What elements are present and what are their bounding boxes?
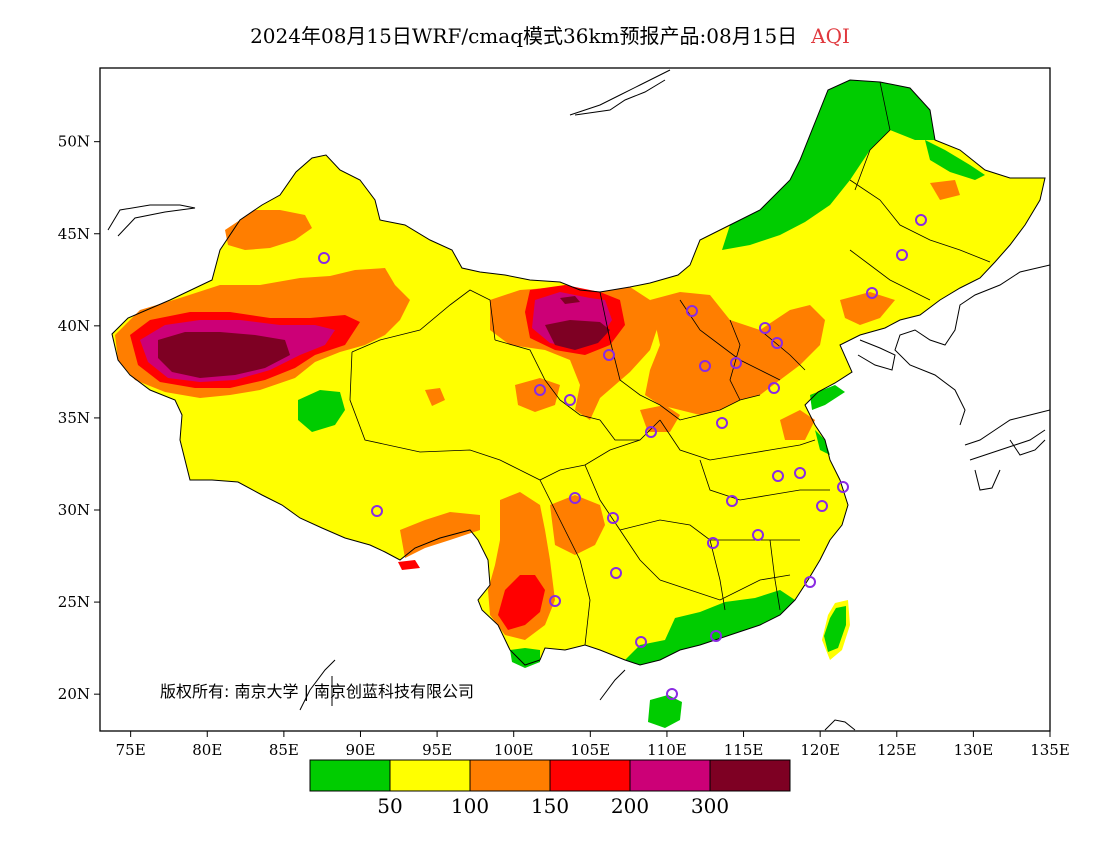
lon-tick-label: 100E (494, 741, 534, 759)
aqi-region-usg-liaoning (840, 292, 895, 325)
aqi-region-usg-sichuan (550, 495, 605, 555)
variable-label: AQI (811, 24, 850, 48)
neighbor-coastlines (107, 69, 1050, 731)
station-guiyang (610, 567, 622, 579)
station-urumqi (318, 252, 330, 264)
lon-tick-label: 90E (345, 741, 375, 759)
aqi-region-hazardous-tarim (158, 332, 290, 378)
aqi-region-usg-north-china (645, 292, 825, 415)
station-nanchang (752, 529, 764, 541)
station-xian (645, 426, 657, 438)
lon-tick-label: 80E (192, 741, 222, 759)
legend-swatch-0 (309, 759, 391, 792)
lat-tick-label: 40N (58, 317, 90, 335)
title-text: 2024年08月15日WRF/cmaq模式36km预报产品:08月15日 (250, 24, 798, 48)
station-taiyuan (699, 360, 711, 372)
station-changsha (707, 537, 719, 549)
legend-label: 200 (611, 794, 649, 818)
province-boundaries (349, 81, 991, 646)
station-guangzhou (710, 630, 722, 642)
station-shijiazhuang (730, 357, 742, 369)
lat-tick-label: 30N (58, 501, 90, 519)
aqi-region-hainan (648, 695, 682, 728)
aqi-region-good-jiangsu (815, 430, 830, 455)
station-hohhot (686, 305, 698, 317)
map-frame (99, 67, 1051, 732)
aqi-region-unhealthy-tibet-edge (398, 560, 420, 570)
lon-tick-label: 115E (724, 741, 764, 759)
lon-tick-label: 135E (1030, 741, 1070, 759)
aqi-region-good-south (625, 590, 795, 665)
lat-tick-label: 25N (58, 593, 90, 611)
station-jinan (768, 382, 780, 394)
legend-swatch-1 (389, 759, 471, 792)
aqi-region-good-qinghai (298, 390, 345, 432)
lon-tick-label: 120E (800, 741, 840, 759)
legend-label: 150 (531, 794, 569, 818)
station-wuhan (726, 495, 738, 507)
legend-swatch-3 (549, 759, 631, 792)
legend-label: 300 (691, 794, 729, 818)
legend-label: 100 (451, 794, 489, 818)
map-title: 2024年08月15日WRF/cmaq模式36km预报产品:08月15日 AQI (0, 20, 1100, 49)
station-haikou (666, 688, 678, 700)
legend-swatch-4 (629, 759, 711, 792)
aqi-region-usg-jiangsu (780, 410, 815, 440)
lon-tick-label: 130E (954, 741, 994, 759)
legend-swatch-2 (469, 759, 551, 792)
station-chongqing (607, 512, 619, 524)
lat-tick-label: 45N (58, 225, 90, 243)
station-nanning (635, 636, 647, 648)
station-changchun (896, 249, 908, 261)
aqi-region-usg-heilongjiang (930, 180, 960, 200)
station-tianjin (771, 337, 783, 349)
station-kunming (549, 595, 561, 607)
aqi-region-hazardous-gansu (545, 320, 610, 350)
aqi-region-usg-gansu-south (425, 388, 445, 406)
station-lanzhou (564, 394, 576, 406)
lon-tick-label: 85E (269, 741, 299, 759)
lat-tick-label: 50N (58, 133, 90, 151)
aqi-region-good-shandong (810, 385, 845, 410)
station-fuzhou (804, 576, 816, 588)
station-markers (318, 214, 927, 700)
aqi-region-good-northeast (722, 80, 935, 250)
legend-swatch-5 (709, 759, 791, 792)
station-chengdu (569, 492, 581, 504)
station-harbin (915, 214, 927, 226)
lon-tick-label: 75E (116, 741, 146, 759)
station-yinchuan (603, 349, 615, 361)
station-zhengzhou (716, 417, 728, 429)
lon-tick-label: 110E (647, 741, 687, 759)
station-beijing (759, 322, 771, 334)
lat-tick-label: 20N (58, 685, 90, 703)
aqi-region-unhealthy-yunnan (498, 575, 545, 630)
color-legend: 50 100 150 200 300 (309, 759, 791, 818)
lat-tick-label: 35N (58, 409, 90, 427)
legend-label: 50 (377, 794, 402, 818)
map-area (107, 69, 1050, 731)
station-hangzhou (816, 500, 828, 512)
axis-ticks: 75E 80E 85E 90E 95E 100E 105E 110E 115E 120E 125E 1… (58, 133, 1070, 759)
country-border (111, 79, 1046, 666)
aqi-region-hazardous-gansu-small (560, 296, 580, 304)
station-lhasa (371, 505, 383, 517)
lon-tick-label: 125E (877, 741, 917, 759)
station-hefei (772, 470, 784, 482)
lon-tick-label: 105E (571, 741, 611, 759)
station-shanghai (837, 481, 849, 493)
station-shenyang (866, 287, 878, 299)
station-xining (534, 384, 546, 396)
aqi-region-usg-shaanxi (640, 405, 680, 432)
aqi-region-usg-xinjiang-north (225, 210, 312, 250)
aqi-region-good-northeast-2 (925, 140, 985, 180)
aqi-region-taiwan-green (824, 606, 846, 652)
copyright-text: 版权所有: 南京大学 | 南京创蓝科技有限公司 (160, 682, 474, 701)
station-nanjing (794, 467, 806, 479)
lon-tick-label: 95E (422, 741, 452, 759)
